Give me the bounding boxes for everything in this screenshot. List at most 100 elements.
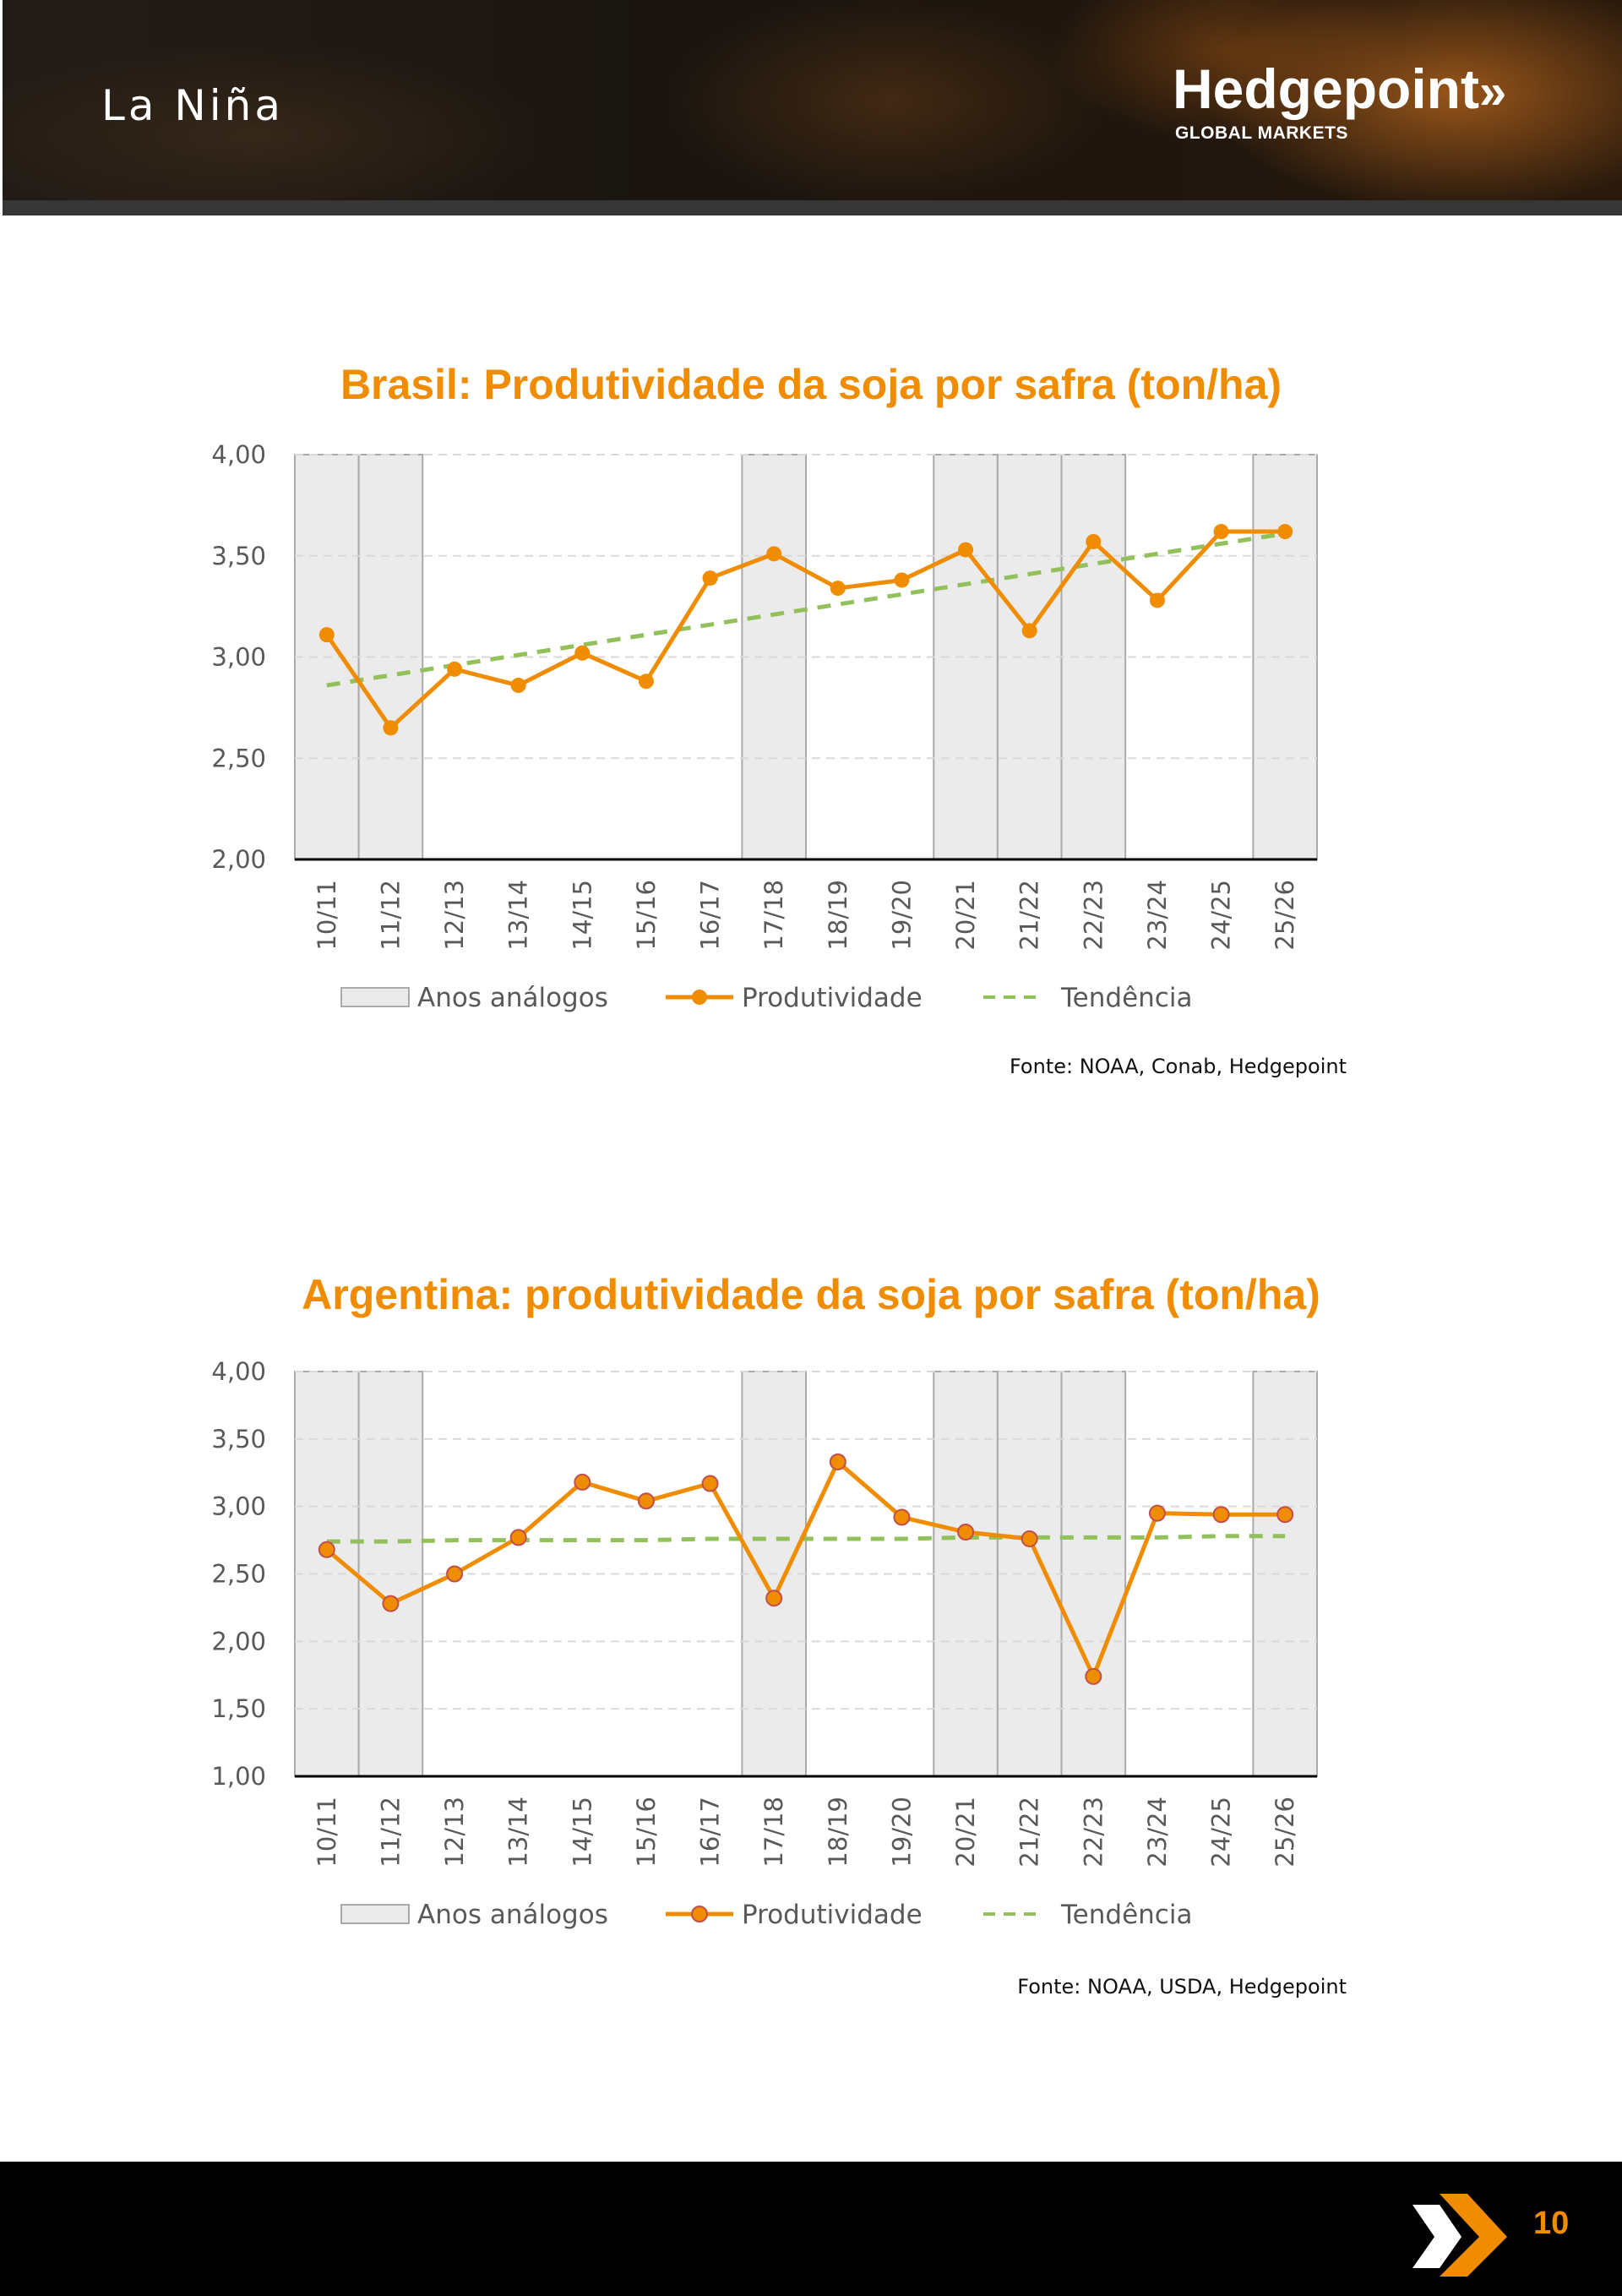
brand-subtitle: GLOBAL MARKETS <box>1175 123 1348 143</box>
x-tick-label: 13/14 <box>504 1797 533 1868</box>
x-tick-label: 13/14 <box>504 880 533 951</box>
productivity-point <box>574 645 591 661</box>
x-tick-label: 21/22 <box>1015 880 1044 951</box>
productivity-point <box>638 674 654 690</box>
x-tick-label: 24/25 <box>1207 880 1236 951</box>
x-tick-label: 17/18 <box>759 880 788 951</box>
x-tick-label: 15/16 <box>632 880 661 951</box>
legend-marker-productivity <box>692 990 707 1005</box>
productivity-line <box>325 1459 1286 1679</box>
productivity-point <box>318 627 335 643</box>
x-tick-label: 25/26 <box>1271 1797 1299 1868</box>
y-tick-label: 2,00 <box>211 845 266 874</box>
x-tick-label: 12/13 <box>440 880 469 951</box>
footer: 10 <box>0 2162 1622 2296</box>
y-tick-label: 3,50 <box>211 542 266 570</box>
x-tick-label: 19/20 <box>887 880 916 951</box>
x-tick-label: 23/24 <box>1143 1797 1172 1868</box>
x-tick-label: 20/21 <box>951 1797 980 1868</box>
legend-label-analog: Anos análogos <box>417 1900 608 1930</box>
legend-swatch-analog <box>340 1904 410 1924</box>
legend-marker-productivity <box>691 1906 708 1922</box>
x-tick-label: 16/17 <box>696 1797 725 1868</box>
x-tick-label: 21/22 <box>1015 1797 1044 1868</box>
y-tick-label: 2,50 <box>211 1560 266 1589</box>
productivity-point <box>766 546 782 562</box>
productivity-point <box>701 1475 719 1492</box>
productivity-point <box>1148 1504 1166 1522</box>
chart-argentina: 1,00 1,50 2,00 2,50 3,00 3,50 4,00 10/11 11/12 12… <box>211 1357 1318 1930</box>
productivity-line <box>324 529 1286 730</box>
productivity-point <box>447 661 463 677</box>
x-tick-label: 14/15 <box>568 1797 596 1868</box>
productivity-point <box>446 1565 464 1583</box>
productivity-point <box>1149 592 1165 608</box>
productivity-point <box>382 1595 400 1612</box>
x-tick-label: 11/12 <box>376 880 405 951</box>
x-tick-label: 18/19 <box>824 880 852 951</box>
productivity-point <box>1086 533 1102 549</box>
header-divider <box>3 200 1622 215</box>
x-tick-label: 11/12 <box>376 1797 405 1868</box>
x-tick-label: 14/15 <box>568 880 596 951</box>
x-tick-label: 17/18 <box>759 1797 788 1868</box>
x-tick-label: 10/11 <box>313 880 341 951</box>
legend-label-analog: Anos análogos <box>417 983 608 1013</box>
legend-label-trend: Tendência <box>1060 983 1192 1013</box>
productivity-point <box>1085 1667 1102 1685</box>
productivity-point <box>1276 1506 1294 1524</box>
productivity-point <box>765 1590 783 1607</box>
chart-brasil: 2,00 2,50 3,00 3,50 4,00 10/11 11/12 12/13 13/14… <box>211 440 1318 1013</box>
double-chevron-icon: » <box>1478 64 1507 119</box>
productivity-point <box>894 572 910 588</box>
productivity-point <box>1021 623 1037 639</box>
productivity-point <box>1021 1530 1038 1547</box>
legend-label-trend: Tendência <box>1060 1900 1192 1930</box>
x-tick-label: 20/21 <box>951 880 980 951</box>
x-tick-label: 19/20 <box>887 1797 916 1868</box>
y-tick-label: 3,50 <box>211 1425 266 1453</box>
x-tick-label: 12/13 <box>440 1797 469 1868</box>
trend-line <box>326 1534 1286 1544</box>
x-tick-label: 10/11 <box>313 1797 341 1868</box>
chart-source-brasil: Fonte: NOAA, Conab, Hedgepoint <box>1009 1055 1347 1078</box>
productivity-point <box>1277 524 1293 540</box>
legend-label-productivity: Produtividade <box>742 1900 923 1930</box>
productivity-point <box>637 1492 655 1510</box>
brand-name: Hedgepoint <box>1173 57 1479 120</box>
productivity-point <box>1212 1506 1230 1524</box>
legend-swatch-analog <box>340 987 410 1007</box>
y-tick-label: 2,00 <box>211 1627 266 1655</box>
x-tick-label: 24/25 <box>1207 1797 1236 1868</box>
brand-logo: Hedgepoint» GLOBAL MARKETS <box>1173 61 1506 144</box>
productivity-point <box>383 720 399 736</box>
page-number: 10 <box>1533 2206 1570 2241</box>
chart-title-brasil: Brasil: Produtividade da soja por safra … <box>340 361 1282 408</box>
chart-title-argentina: Argentina: produtividade da soja por saf… <box>302 1271 1320 1318</box>
productivity-point <box>510 678 526 694</box>
y-tick-label: 4,00 <box>211 1357 266 1386</box>
legend: Anos análogos Produtividade Tendência <box>340 983 1192 1013</box>
chart-source-argentina: Fonte: NOAA, USDA, Hedgepoint <box>1017 1975 1347 1999</box>
productivity-point <box>574 1473 591 1491</box>
trend-line <box>326 531 1286 688</box>
x-tick-label: 15/16 <box>632 1797 661 1868</box>
x-tick-label: 16/17 <box>696 880 725 951</box>
hedgepoint-chevron-icon <box>1412 2194 1507 2277</box>
productivity-point <box>957 1524 975 1541</box>
legend: Anos análogos Produtividade Tendência <box>340 1900 1192 1930</box>
header-banner <box>3 0 1622 200</box>
x-tick-label: 22/23 <box>1079 880 1108 951</box>
y-tick-label: 4,00 <box>211 440 266 469</box>
legend-label-productivity: Produtividade <box>742 983 923 1013</box>
productivity-point <box>893 1508 911 1526</box>
y-tick-label: 3,00 <box>211 643 266 672</box>
productivity-point <box>1213 524 1229 540</box>
y-tick-label: 1,50 <box>211 1694 266 1723</box>
y-tick-label: 3,00 <box>211 1492 266 1521</box>
y-tick-label: 1,00 <box>211 1762 266 1791</box>
productivity-point <box>702 570 718 586</box>
page-title: La Niña <box>101 81 285 130</box>
x-tick-label: 18/19 <box>824 1797 852 1868</box>
productivity-point <box>509 1529 527 1546</box>
